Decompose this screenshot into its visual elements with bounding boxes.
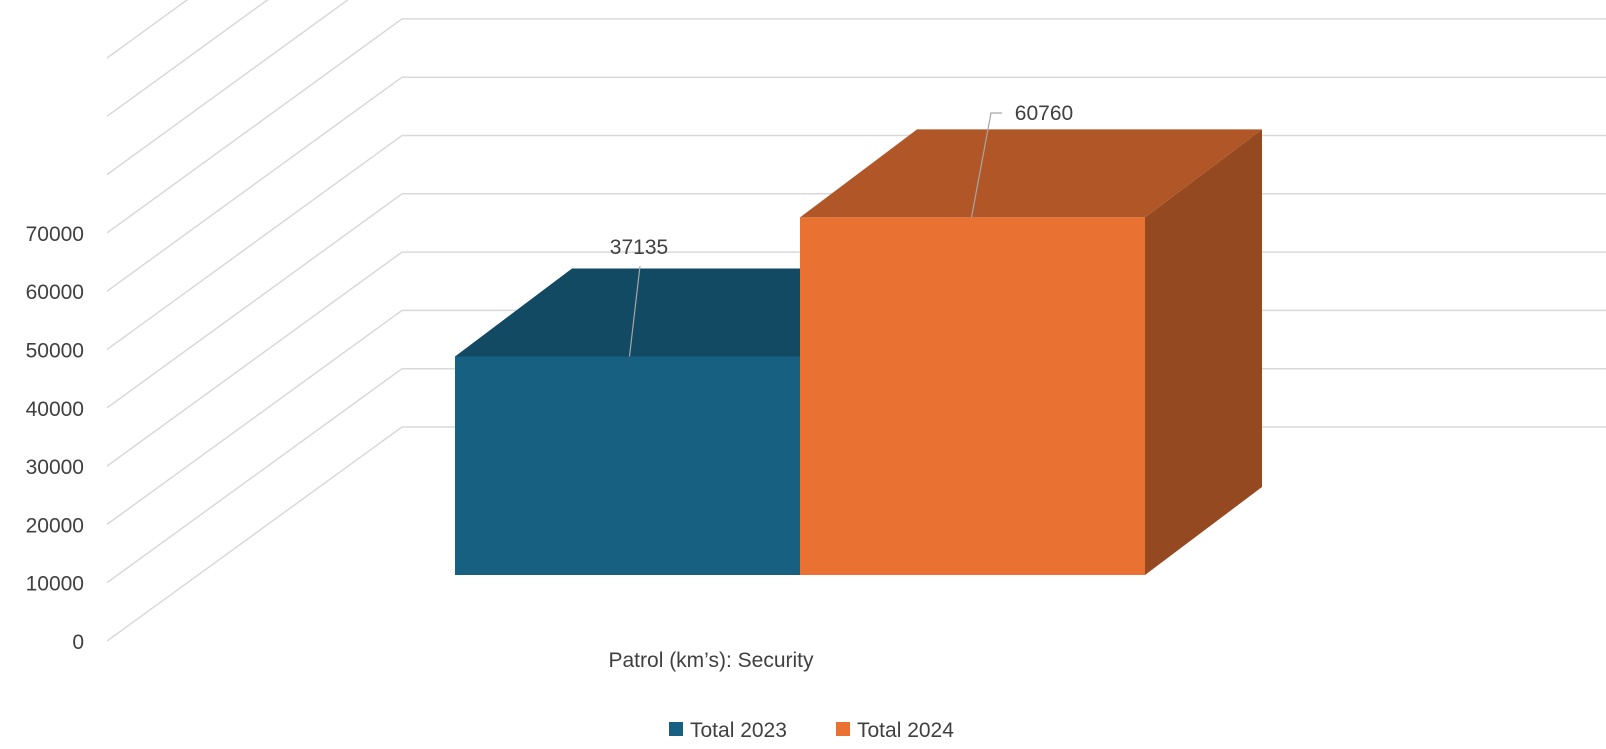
gridline-side xyxy=(106,0,349,176)
bar-top-face xyxy=(800,129,1262,218)
y-tick-label: 10000 xyxy=(26,573,84,596)
data-label-leader xyxy=(970,112,1002,218)
category-axis: Patrol (km’s): Security xyxy=(609,649,814,672)
y-axis-ticks: 0 10000 20000 30000 40000 50000 60000 70000 xyxy=(26,223,84,654)
y-tick-label: 50000 xyxy=(26,340,84,363)
y-tick-label: 70000 xyxy=(26,223,84,246)
legend-label-total-2023: Total 2023 xyxy=(690,719,787,742)
y-tick-label: 20000 xyxy=(26,514,84,537)
legend-swatch-total-2024 xyxy=(836,722,850,736)
gridline-side xyxy=(106,134,403,351)
bar-total-2024 xyxy=(800,129,1262,575)
legend-label-total-2024: Total 2024 xyxy=(857,719,954,742)
bar-side-face xyxy=(1145,129,1262,575)
bar-front-face xyxy=(800,217,1145,575)
data-label-leader xyxy=(628,265,641,357)
bar-front-face xyxy=(455,356,800,575)
data-label: 60760 xyxy=(1015,102,1073,125)
gridline-side xyxy=(106,0,269,117)
data-label: 37135 xyxy=(610,236,668,259)
category-label: Patrol (km’s): Security xyxy=(609,649,814,672)
gridline-side xyxy=(106,193,403,409)
gridline-side xyxy=(106,0,189,59)
legend: Total 2023 Total 2024 xyxy=(669,719,954,742)
gridline-side xyxy=(106,18,403,234)
legend-swatch-total-2023 xyxy=(669,722,683,736)
gridline-side xyxy=(106,76,403,292)
y-tick-label: 60000 xyxy=(26,281,84,304)
y-tick-label: 40000 xyxy=(26,398,84,421)
bars xyxy=(455,129,1262,575)
y-tick-label: 0 xyxy=(72,631,84,654)
data-labels: 37135 60760 xyxy=(610,102,1073,357)
gridline-side xyxy=(106,368,403,584)
gridline-side xyxy=(106,426,403,642)
gridline-side xyxy=(106,251,403,467)
gridline-side xyxy=(106,309,403,526)
y-tick-label: 30000 xyxy=(26,456,84,479)
